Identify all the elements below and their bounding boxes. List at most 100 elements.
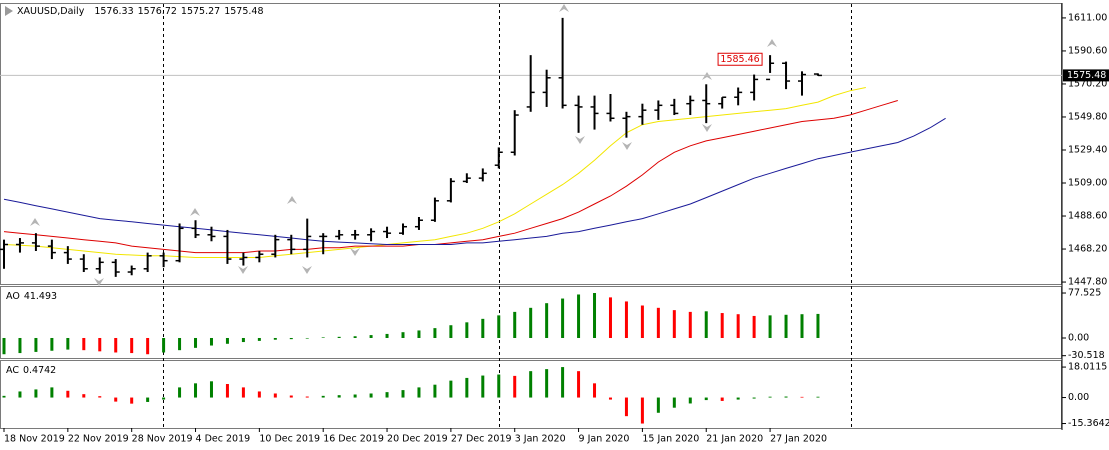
histogram-bar [241,387,245,398]
histogram-bar [225,337,229,344]
histogram-bar [209,381,213,398]
histogram-bar [178,387,182,398]
histogram-bar [18,337,22,354]
indicator-value: 0.4742 [23,365,56,376]
histogram-bar [98,396,102,398]
x-tick-label: 16 Dec 2019 [323,434,384,445]
indicator-name: AO [6,291,20,302]
histogram-bar [401,332,405,338]
histogram-bar [321,337,325,338]
histogram-bar [465,322,469,338]
x-tick-label: 27 Dec 2019 [451,434,512,445]
histogram-bar [34,389,38,398]
y-tick-label: 1447.80 [1068,277,1107,288]
histogram-bar [2,395,6,398]
x-tick-label: 3 Jan 2020 [515,434,566,445]
histogram-bar [784,396,788,398]
histogram-bar [273,337,277,340]
histogram-bar [768,315,772,338]
histogram-bar [353,336,357,338]
histogram-bar [481,318,485,338]
histogram-bar [130,397,134,404]
y-tick-label: 1570.20 [1068,78,1107,89]
x-tick-label: 21 Jan 2020 [706,434,763,445]
histogram-bar [752,315,756,338]
y-tick-label: -15.3642 [1068,418,1109,429]
histogram-bar [385,392,389,398]
histogram-bar [736,397,740,400]
histogram-bar [449,325,453,338]
histogram-bar [816,396,820,398]
histogram-bar [241,337,245,343]
header-close: 1575.48 [224,6,263,17]
histogram-bar [130,337,134,354]
y-tick-label: 1509.00 [1068,178,1107,189]
histogram-bar [704,397,708,401]
histogram-bar [273,393,277,398]
histogram-bar [545,303,549,338]
price-label: 1585.46 [720,54,759,65]
y-tick-label: 1468.20 [1068,244,1107,255]
histogram-bar [98,337,102,352]
histogram-bar [257,391,261,398]
histogram-bar [225,384,229,398]
histogram-bar [289,337,293,340]
symbol-icon [5,6,13,16]
histogram-bar [82,394,86,398]
histogram-bar [66,390,70,398]
current-price-box [1063,69,1109,82]
histogram-bar [257,337,261,341]
histogram-bar [401,390,405,398]
histogram-bar [337,336,341,338]
histogram-bar [321,395,325,398]
histogram-bar [529,371,533,398]
x-tick-label: 18 Nov 2019 [4,434,65,445]
histogram-bar [704,311,708,338]
histogram-bar [369,393,373,398]
histogram-bar [497,374,501,398]
header-open: 1576.33 [94,6,133,17]
histogram-bar [146,337,150,355]
histogram-bar [162,397,166,400]
header-low: 1575.27 [181,6,220,17]
histogram-bar [640,397,644,424]
histogram-bar [720,313,724,338]
histogram-bar [608,297,612,338]
histogram-bar [178,337,182,351]
y-tick-label: 18.0115 [1068,362,1107,373]
histogram-bar [194,383,198,398]
histogram-bar [624,397,628,417]
histogram-bar [369,335,373,338]
price-label-box [717,52,763,66]
x-tick-label: 28 Nov 2019 [132,434,193,445]
histogram-bar [624,301,628,338]
histogram-bar [577,371,581,398]
histogram-bar [752,397,756,399]
histogram-bar [465,377,469,398]
histogram-bar [672,397,676,408]
histogram-bar [561,298,565,338]
x-tick-label: 9 Jan 2020 [579,434,630,445]
histogram-bar [784,314,788,338]
histogram-bar [608,397,612,400]
histogram-bar [816,313,820,338]
indicator-header: AC 0.4742 [6,365,56,376]
histogram-bar [561,367,565,398]
x-tick-label: 20 Dec 2019 [387,434,448,445]
histogram-bar [50,387,54,398]
y-tick-label: 1611.00 [1068,12,1107,23]
histogram-bar [385,333,389,338]
histogram-bar [497,315,501,338]
histogram-bar [768,396,772,398]
histogram-bar [353,394,357,398]
y-tick-label: 1549.80 [1068,111,1107,122]
histogram-bar [800,396,804,398]
histogram-bar [18,391,22,398]
x-tick-label: 4 Dec 2019 [196,434,251,445]
histogram-bar [640,305,644,338]
y-tick-label: -30.518 [1068,350,1105,361]
histogram-bar [593,293,597,338]
histogram-bar [672,310,676,338]
y-tick-label: 1488.60 [1068,211,1107,222]
histogram-bar [305,396,309,398]
